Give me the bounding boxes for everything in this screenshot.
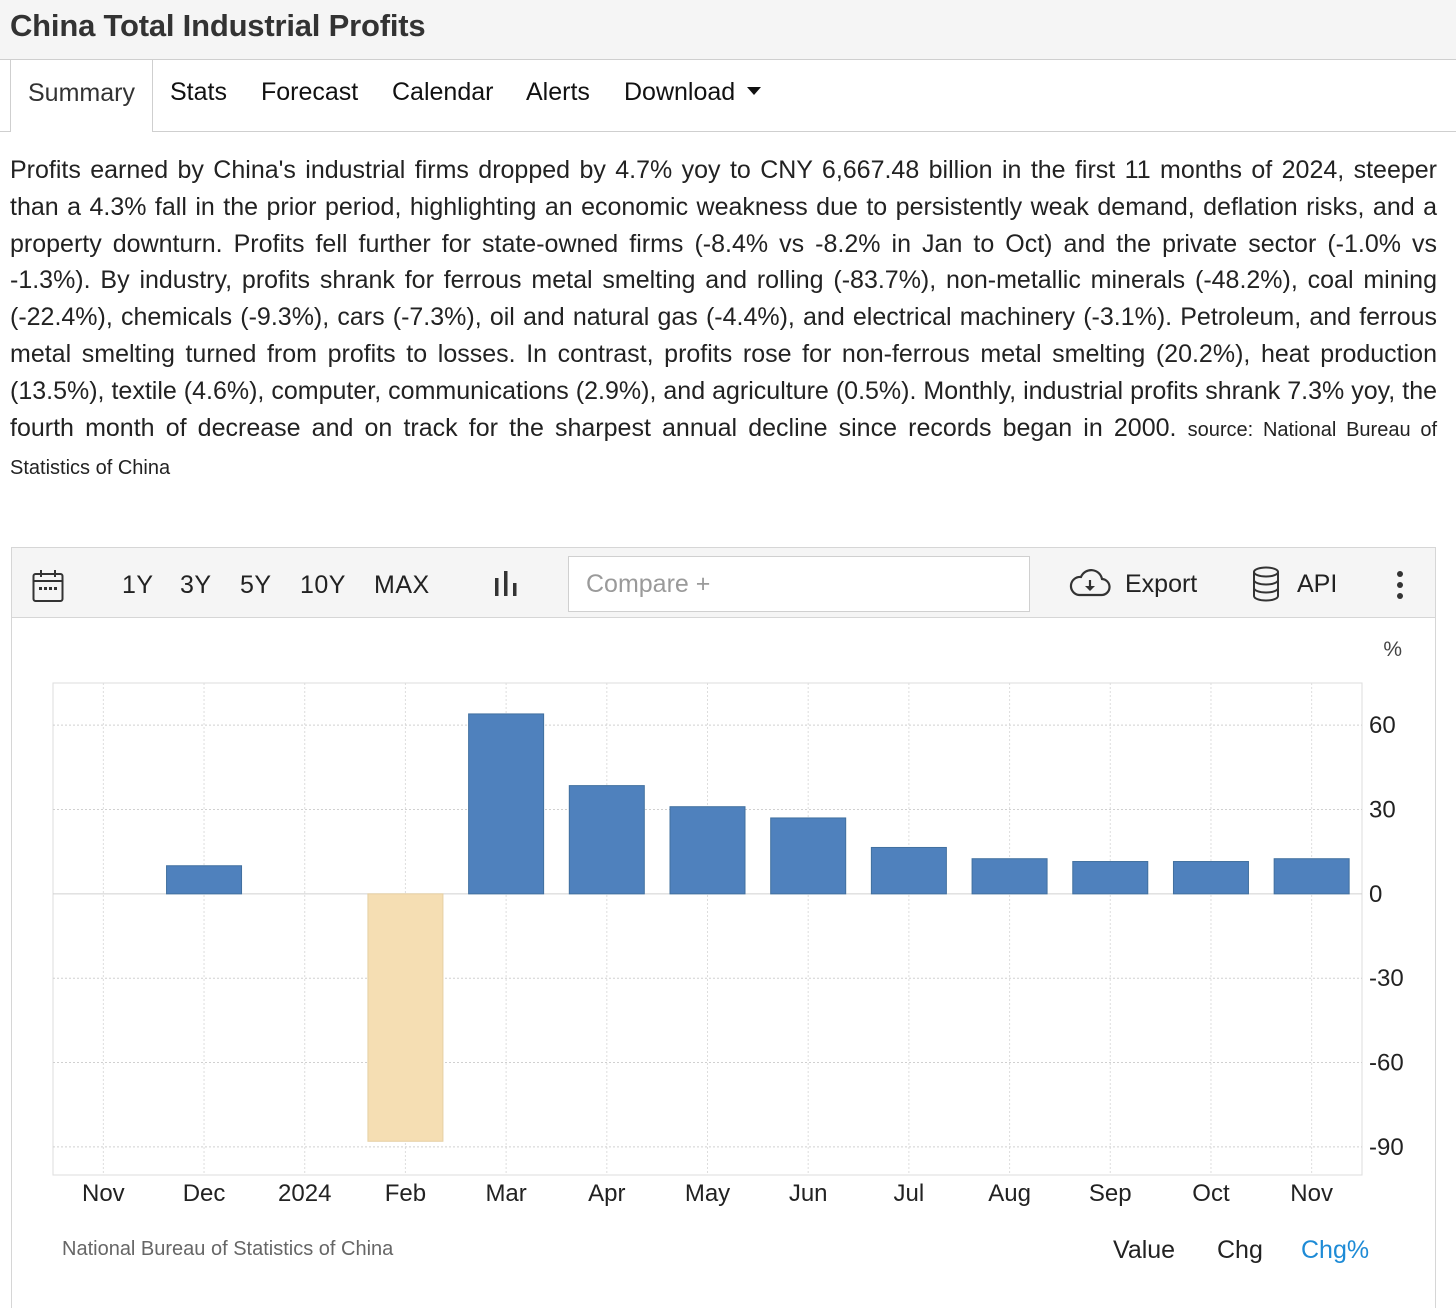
x-tick-label: Dec xyxy=(183,1180,226,1207)
x-tick-label: Sep xyxy=(1089,1180,1132,1207)
tab-download-label: Download xyxy=(624,78,736,106)
bar-aug-9 xyxy=(971,858,1048,895)
mode-value-button[interactable]: Value xyxy=(1113,1236,1176,1264)
bar-feb-3 xyxy=(367,893,444,1142)
x-tick-label: Oct xyxy=(1192,1180,1230,1207)
y-tick-label: 60 xyxy=(1369,712,1396,739)
bar-sep-10 xyxy=(1072,861,1149,895)
tab-alerts[interactable]: Alerts xyxy=(526,78,590,106)
compare-input[interactable] xyxy=(568,556,1030,612)
x-tick-label: Nov xyxy=(1290,1180,1333,1207)
range-3y-button[interactable]: 3Y xyxy=(180,571,212,599)
y-tick-label: -60 xyxy=(1369,1050,1404,1077)
tab-forecast[interactable]: Forecast xyxy=(261,78,359,106)
bar-nov-12 xyxy=(1273,858,1350,895)
export-label: Export xyxy=(1125,570,1198,598)
tab-summary[interactable]: Summary xyxy=(10,59,153,132)
bar-apr-5 xyxy=(568,785,645,895)
tab-stats[interactable]: Stats xyxy=(170,78,227,106)
y-axis-unit: % xyxy=(1383,638,1402,661)
bar-chart-icon[interactable] xyxy=(493,570,519,603)
bar-oct-11 xyxy=(1172,861,1249,895)
x-tick-label: May xyxy=(685,1180,730,1207)
caret-down-icon xyxy=(747,86,762,95)
x-tick-label: Jun xyxy=(789,1180,828,1207)
y-tick-label: -30 xyxy=(1369,965,1404,992)
range-10y-button[interactable]: 10Y xyxy=(300,571,346,599)
title-bar: China Total Industrial Profits xyxy=(0,0,1456,60)
y-tick-label: 30 xyxy=(1369,797,1396,824)
vertical-ellipsis-icon[interactable] xyxy=(1392,570,1408,600)
x-tick-label: Aug xyxy=(988,1180,1031,1207)
x-tick-label: Apr xyxy=(588,1180,625,1207)
bar-jun-7 xyxy=(770,817,847,895)
x-tick-label: Mar xyxy=(485,1180,526,1207)
x-tick-label: Nov xyxy=(82,1180,125,1207)
x-tick-label: Jul xyxy=(894,1180,925,1207)
cloud-download-icon xyxy=(1069,569,1111,597)
calendar-icon[interactable] xyxy=(32,569,64,608)
summary-source: source: National Bureau of Statistics of… xyxy=(10,418,1438,480)
bar-mar-4 xyxy=(468,713,545,895)
chart-source: National Bureau of Statistics of China xyxy=(62,1238,394,1260)
y-tick-label: -90 xyxy=(1369,1134,1404,1161)
mode-chg-button[interactable]: Chg xyxy=(1217,1236,1263,1264)
range-1y-button[interactable]: 1Y xyxy=(122,571,154,599)
chart-panel: 1Y 3Y 5Y 10Y MAX Export xyxy=(11,547,1436,1308)
x-tick-label: Feb xyxy=(385,1180,426,1207)
page-title: China Total Industrial Profits xyxy=(10,8,426,43)
tab-download[interactable]: Download xyxy=(624,78,762,107)
range-5y-button[interactable]: 5Y xyxy=(240,571,272,599)
bar-jul-8 xyxy=(870,846,947,895)
database-icon xyxy=(1253,566,1279,602)
x-tick-label: 2024 xyxy=(278,1180,331,1207)
chart-toolbar: 1Y 3Y 5Y 10Y MAX Export xyxy=(12,548,1435,618)
summary-paragraph: Profits earned by China's industrial fir… xyxy=(10,152,1437,487)
mode-chg-percent-button[interactable]: Chg% xyxy=(1301,1236,1370,1264)
bar-dec-1 xyxy=(166,865,243,895)
summary-text: Profits earned by China's industrial fir… xyxy=(10,156,1437,442)
range-max-button[interactable]: MAX xyxy=(374,571,430,599)
tab-calendar[interactable]: Calendar xyxy=(392,78,494,106)
y-tick-label: 0 xyxy=(1369,881,1382,908)
bar-chart: 60 30 0 -30 -60 -90% Nov Dec 2024 Feb Mar Apr May Jun… xyxy=(52,638,1404,1207)
bar-may-6 xyxy=(669,806,746,895)
tab-bar: Summary Stats Forecast Calendar Alerts D… xyxy=(0,59,1456,132)
api-label: API xyxy=(1297,570,1338,598)
